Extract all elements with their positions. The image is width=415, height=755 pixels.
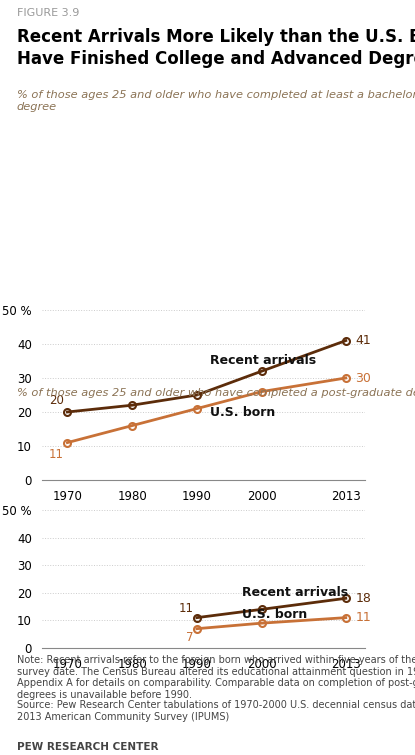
- Text: Recent arrivals: Recent arrivals: [242, 587, 348, 599]
- Text: 11: 11: [356, 611, 371, 624]
- Text: 11: 11: [178, 602, 194, 615]
- Text: % of those ages 25 and older who have completed a post-graduate degree: % of those ages 25 and older who have co…: [17, 388, 415, 398]
- Text: FIGURE 3.9: FIGURE 3.9: [17, 8, 79, 18]
- Text: U.S. born: U.S. born: [242, 609, 308, 621]
- Text: 20: 20: [49, 394, 64, 407]
- Text: 7: 7: [186, 631, 194, 645]
- Text: Note: Recent arrivals refer to the foreign born who arrived within five years of: Note: Recent arrivals refer to the forei…: [17, 655, 415, 700]
- Text: Have Finished College and Advanced Degrees: Have Finished College and Advanced Degre…: [17, 50, 415, 68]
- Text: Recent arrivals: Recent arrivals: [210, 355, 316, 368]
- Text: PEW RESEARCH CENTER: PEW RESEARCH CENTER: [17, 742, 158, 752]
- Text: 41: 41: [356, 334, 371, 347]
- Text: U.S. born: U.S. born: [210, 405, 275, 418]
- Text: Source: Pew Research Center tabulations of 1970-2000 U.S. decennial census data : Source: Pew Research Center tabulations …: [17, 700, 415, 722]
- Text: 11: 11: [49, 448, 64, 461]
- Text: Recent Arrivals More Likely than the U.S. Born to: Recent Arrivals More Likely than the U.S…: [17, 28, 415, 46]
- Text: 30: 30: [356, 371, 371, 384]
- Text: % of those ages 25 and older who have completed at least a bachelor's
degree: % of those ages 25 and older who have co…: [17, 90, 415, 112]
- Text: 18: 18: [356, 592, 371, 605]
